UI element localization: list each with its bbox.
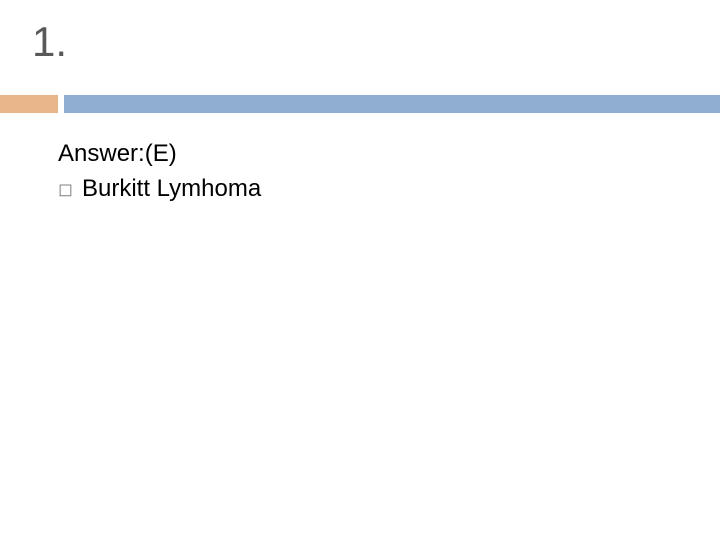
slide-title: 1. <box>32 18 67 66</box>
bullet-text: Burkitt Lymhoma <box>82 174 261 204</box>
slide-container: 1. Answer:(E) ◻ Burkitt Lymhoma <box>0 0 720 540</box>
square-bullet-icon: ◻ <box>58 174 82 204</box>
divider-main <box>64 95 720 113</box>
answer-label: Answer:(E) <box>58 140 680 168</box>
divider <box>0 95 720 113</box>
content-area: Answer:(E) ◻ Burkitt Lymhoma <box>58 140 680 204</box>
divider-accent <box>0 95 58 113</box>
bullet-item: ◻ Burkitt Lymhoma <box>58 174 680 204</box>
